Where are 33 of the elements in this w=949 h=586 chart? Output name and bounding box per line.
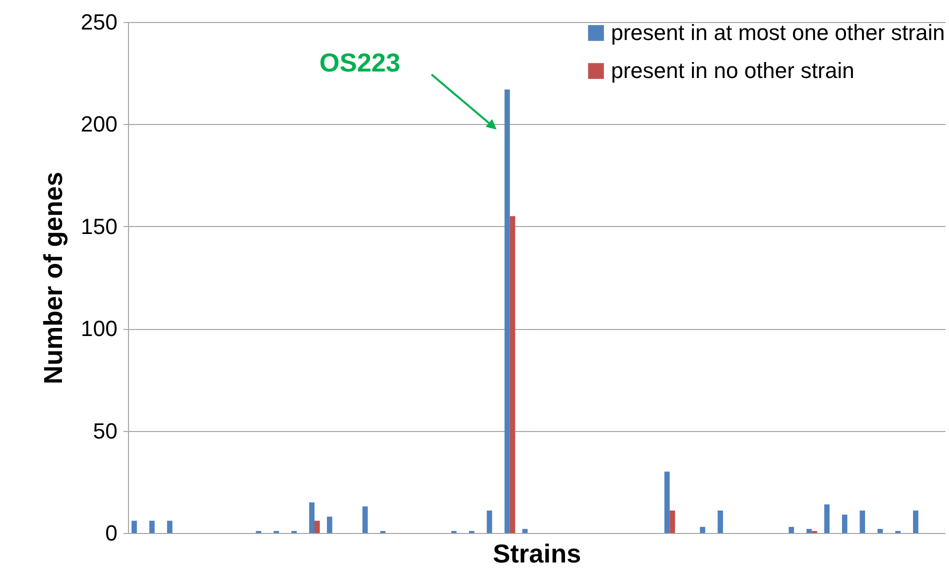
y-tick-label: 0: [105, 520, 118, 546]
legend-label: present in no other strain: [611, 58, 854, 83]
annotation: OS223: [319, 47, 400, 78]
y-tick-label: 200: [80, 112, 118, 137]
y-tick-label: 50: [93, 418, 118, 444]
bar: [913, 510, 918, 533]
bar: [132, 520, 137, 533]
bar: [824, 504, 830, 533]
bar: [700, 526, 706, 533]
bar: [860, 510, 866, 533]
bar: [878, 528, 883, 533]
bar: [309, 502, 314, 533]
bar: [167, 520, 172, 533]
bar: [314, 520, 320, 533]
bar: [504, 89, 510, 533]
bar: [664, 472, 670, 533]
y-axis-title: Number of genes: [38, 172, 68, 384]
y-tick-label: 150: [80, 214, 118, 239]
x-axis-title: Strains: [492, 538, 582, 568]
bar: [842, 514, 848, 533]
legend-label: present in at most one other strain: [611, 20, 945, 45]
bar: [149, 520, 155, 533]
y-tick-label: 100: [80, 316, 118, 342]
bar: [788, 526, 794, 533]
y-tick-label: 250: [80, 10, 118, 34]
bar: [326, 516, 332, 533]
bar: [486, 510, 492, 533]
bar: [362, 506, 368, 533]
bar: [806, 528, 812, 533]
bar: [670, 510, 676, 533]
bar: [510, 216, 516, 533]
bar: [718, 510, 723, 533]
bar: [522, 528, 528, 533]
